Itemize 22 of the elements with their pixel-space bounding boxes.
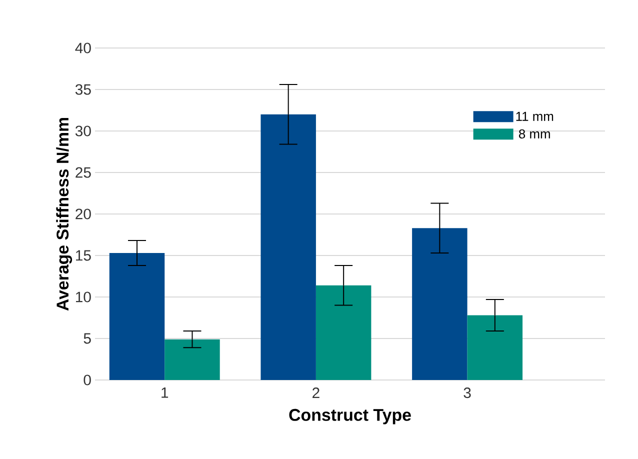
x-axis-title: Construct Type [289, 408, 411, 424]
x-tick-label: 1 [162, 388, 168, 398]
legend-label: 11 mm [516, 112, 554, 121]
y-tick-label: 25 [76, 167, 91, 178]
bar [260, 114, 316, 380]
y-tick-label: 10 [76, 292, 91, 302]
y-tick-label: 5 [84, 333, 91, 344]
y-tick-label: 40 [75, 42, 91, 54]
bar [412, 228, 468, 380]
bar [316, 285, 372, 380]
bar [109, 252, 165, 380]
y-tick-label: 0 [84, 374, 91, 386]
y-tick-label: 35 [75, 84, 91, 95]
x-tick-label: 2 [312, 388, 320, 398]
bar [467, 315, 523, 380]
y-tick-label: 15 [76, 250, 91, 261]
x-tick-label: 3 [464, 388, 471, 398]
y-tick-label: 20 [76, 208, 91, 220]
bar [164, 339, 220, 380]
y-axis-title: Average Stiffness N/mm [56, 118, 72, 311]
legend-label: 8 mm [518, 129, 550, 138]
y-tick-label: 30 [75, 126, 91, 136]
